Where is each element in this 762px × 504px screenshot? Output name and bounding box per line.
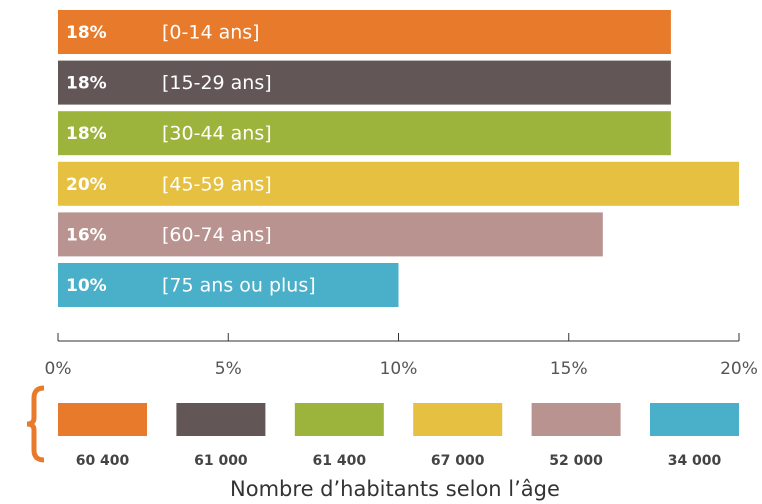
count-label: 34 000 xyxy=(668,453,722,469)
value-label: 18% xyxy=(66,74,107,94)
bar xyxy=(58,212,603,257)
category-label: [45-59 ans] xyxy=(162,173,272,195)
bar xyxy=(58,60,671,105)
count-swatch xyxy=(531,403,621,436)
count-label: 60 400 xyxy=(76,453,130,469)
x-tick-label: 20% xyxy=(720,359,758,379)
brace xyxy=(26,385,45,463)
bar xyxy=(58,263,399,307)
value-label: 18% xyxy=(66,124,107,144)
x-tick-label: 10% xyxy=(380,359,418,379)
bar xyxy=(58,10,671,54)
category-label: [30-44 ans] xyxy=(162,123,272,145)
bar xyxy=(58,111,671,156)
count-label: 67 000 xyxy=(431,453,485,469)
value-label: 16% xyxy=(66,225,107,245)
category-label: [15-29 ans] xyxy=(162,72,272,94)
value-label: 18% xyxy=(66,23,107,43)
x-tick-label: 5% xyxy=(215,359,242,379)
count-label: 61 400 xyxy=(313,453,367,469)
caption: Nombre d’habitants selon l’âge xyxy=(230,477,560,501)
bar xyxy=(58,161,739,206)
category-label: [0-14 ans] xyxy=(162,22,260,44)
count-swatch xyxy=(58,403,147,436)
count-swatch xyxy=(413,403,503,436)
value-label: 20% xyxy=(66,175,107,195)
category-label: [75 ans ou plus] xyxy=(162,275,316,297)
x-tick-label: 15% xyxy=(550,359,588,379)
value-label: 10% xyxy=(66,276,107,296)
count-swatch xyxy=(176,403,266,436)
count-label: 52 000 xyxy=(549,453,603,469)
count-swatch xyxy=(294,403,384,436)
x-tick-label: 0% xyxy=(45,359,72,379)
count-swatch xyxy=(650,403,739,436)
count-label: 61 000 xyxy=(194,453,248,469)
category-label: [60-74 ans] xyxy=(162,224,272,246)
